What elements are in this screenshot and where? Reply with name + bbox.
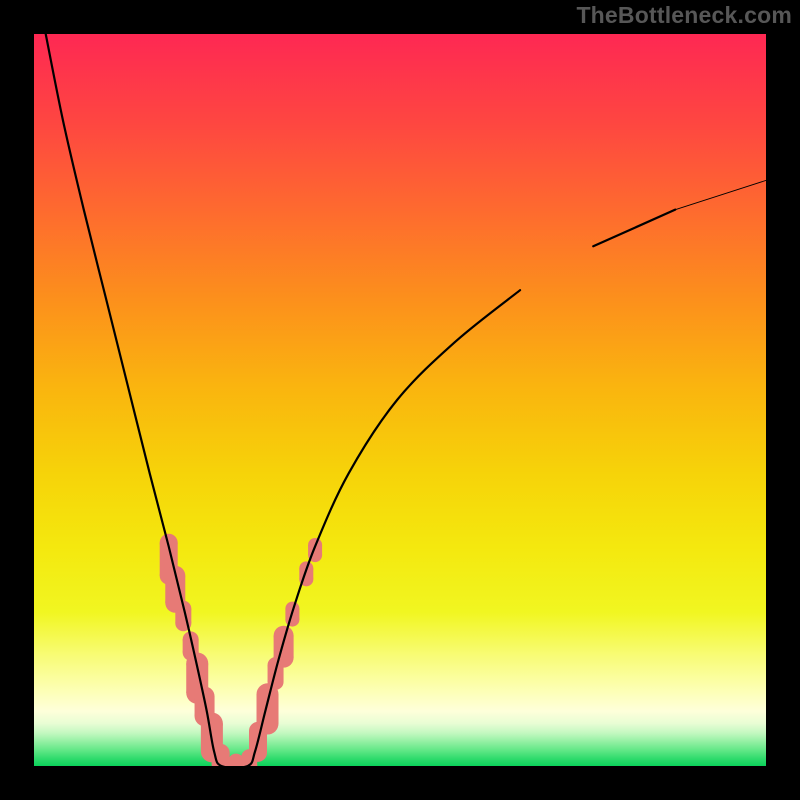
watermark-text: TheBottleneck.com [576, 2, 792, 29]
gradient-background [34, 34, 766, 766]
data-marker [257, 683, 279, 734]
bottleneck-chart [34, 34, 766, 766]
data-marker [274, 626, 294, 668]
chart-stage: TheBottleneck.com [0, 0, 800, 800]
